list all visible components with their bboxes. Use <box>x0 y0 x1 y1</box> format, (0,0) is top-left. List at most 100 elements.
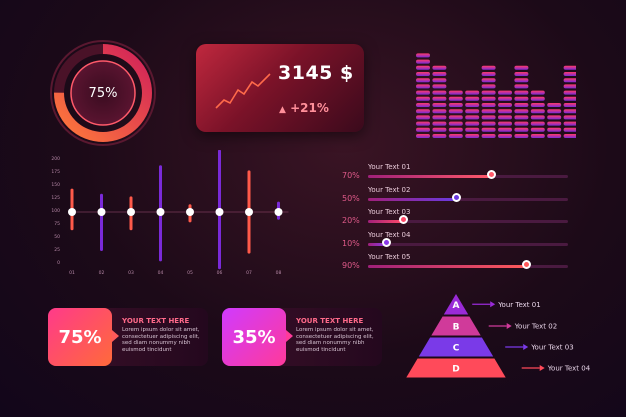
pyramid-label: Your Text 02 <box>514 323 557 331</box>
pyramid-label: Your Text 03 <box>530 344 573 352</box>
equalizer-segment <box>498 90 512 95</box>
equalizer-segment <box>432 78 447 83</box>
equalizer-segment <box>514 127 529 132</box>
equalizer-segment <box>530 103 545 107</box>
equalizer-segment <box>432 121 447 126</box>
stat-change-row: ▲ +21% <box>279 101 329 115</box>
equalizer-segment <box>448 134 463 138</box>
x-tick-label: 03 <box>128 270 134 276</box>
equalizer-segment <box>563 96 576 101</box>
pyramid-level <box>418 337 494 357</box>
info-card-2: 35% YOUR TEXT HERE Lorem ipsum dolor sit… <box>222 308 382 366</box>
equalizer-segment <box>481 121 496 126</box>
range-bar <box>100 193 103 251</box>
progress-knob[interactable] <box>381 237 391 247</box>
equalizer-segment <box>563 90 576 95</box>
range-point <box>156 208 165 216</box>
progress-track <box>368 260 568 269</box>
progress-percent: 20% <box>342 216 360 225</box>
progress-track <box>368 192 568 202</box>
equalizer-segment <box>514 115 529 120</box>
equalizer-segment <box>498 96 512 101</box>
x-tick-label: 01 <box>69 270 75 276</box>
equalizer-segment <box>563 121 576 126</box>
info-card-1-body: Lorem ipsum dolor sit amet, consectetuer… <box>122 327 200 353</box>
x-tick-label: 02 <box>99 270 105 276</box>
equalizer-segment <box>481 109 496 114</box>
equalizer-segment <box>498 127 512 132</box>
equalizer-segment <box>563 84 576 89</box>
equalizer-segment <box>432 134 447 138</box>
stat-card <box>196 44 364 132</box>
equalizer-segment <box>432 65 447 70</box>
equalizer-segment <box>416 72 430 76</box>
equalizer-segment <box>563 134 576 138</box>
equalizer-segment <box>432 84 447 89</box>
equalizer-segment <box>514 90 529 95</box>
range-point <box>68 208 76 216</box>
equalizer-segment <box>481 65 496 70</box>
equalizer-segment <box>432 96 447 101</box>
y-tick-label: 200 <box>51 156 60 162</box>
y-tick-label: 25 <box>54 247 60 253</box>
progress-fill <box>368 175 492 178</box>
equalizer-segment <box>448 96 463 101</box>
equalizer-segment <box>448 127 463 132</box>
equalizer-segment <box>432 109 447 114</box>
y-tick-label: 50 <box>54 234 60 240</box>
equalizer-segment <box>563 78 576 83</box>
y-tick-label: 75 <box>54 221 60 227</box>
equalizer-segment <box>481 72 496 76</box>
pyramid-letter: A <box>453 301 460 311</box>
progress-knob[interactable] <box>452 192 461 202</box>
progress-percent: 50% <box>342 193 360 203</box>
equalizer-segment <box>432 90 447 95</box>
equalizer-segment <box>530 109 545 114</box>
equalizer-segment <box>563 109 576 114</box>
pyramid-level <box>406 358 506 378</box>
equalizer-segment <box>465 90 480 95</box>
equalizer-chart <box>416 53 576 138</box>
progress-label: Your Text 03 <box>368 208 411 216</box>
equalizer-segment <box>416 109 430 114</box>
range-chart: 200 175 150 125 100 75 50 25 0 01 02 03 04 05 06 07 08 <box>51 150 289 276</box>
range-point <box>127 208 135 216</box>
progress-percent: 10% <box>342 238 360 248</box>
stat-change: +21% <box>290 101 329 115</box>
equalizer-segment <box>547 109 562 114</box>
progress-percent: 70% <box>342 171 360 180</box>
pyramid-chart: A Your Text 01 B Your Text 02 C Your Text 03 D… <box>406 294 590 378</box>
equalizer-segment <box>481 78 496 83</box>
equalizer-segment <box>465 127 480 132</box>
progress-fill <box>368 197 456 201</box>
pyramid-level <box>443 294 469 315</box>
donut-label: 75% <box>89 86 118 101</box>
equalizer-segment <box>514 84 529 89</box>
x-tick-label: 04 <box>158 270 164 276</box>
y-tick-label: 150 <box>51 182 60 188</box>
donut-chart: 75% <box>50 40 156 146</box>
progress-knob[interactable] <box>522 260 532 269</box>
trend-line-icon <box>215 73 271 109</box>
progress-knob[interactable] <box>487 170 497 179</box>
info-card-1-title: YOUR TEXT HERE <box>122 317 190 325</box>
pyramid-arrow-icon <box>506 323 512 329</box>
y-tick-label: 125 <box>51 195 60 201</box>
pyramid-letter: C <box>453 344 460 354</box>
x-tick-label: 06 <box>217 270 223 276</box>
equalizer-segment <box>498 134 512 138</box>
equalizer-segment <box>514 134 529 138</box>
equalizer-segment <box>563 115 576 120</box>
pyramid-label: Your Text 01 <box>497 301 540 309</box>
equalizer-segment <box>416 84 430 89</box>
equalizer-segment <box>416 65 430 70</box>
progress-knob[interactable] <box>399 215 409 224</box>
equalizer-segment <box>498 103 512 107</box>
progress-track <box>368 215 568 224</box>
y-tick-label: 175 <box>51 169 60 175</box>
pyramid-arrow-icon <box>523 344 529 350</box>
equalizer-segment <box>563 127 576 132</box>
pyramid-letter: B <box>453 323 460 333</box>
equalizer-segment <box>448 121 463 126</box>
pyramid-level <box>431 316 481 336</box>
